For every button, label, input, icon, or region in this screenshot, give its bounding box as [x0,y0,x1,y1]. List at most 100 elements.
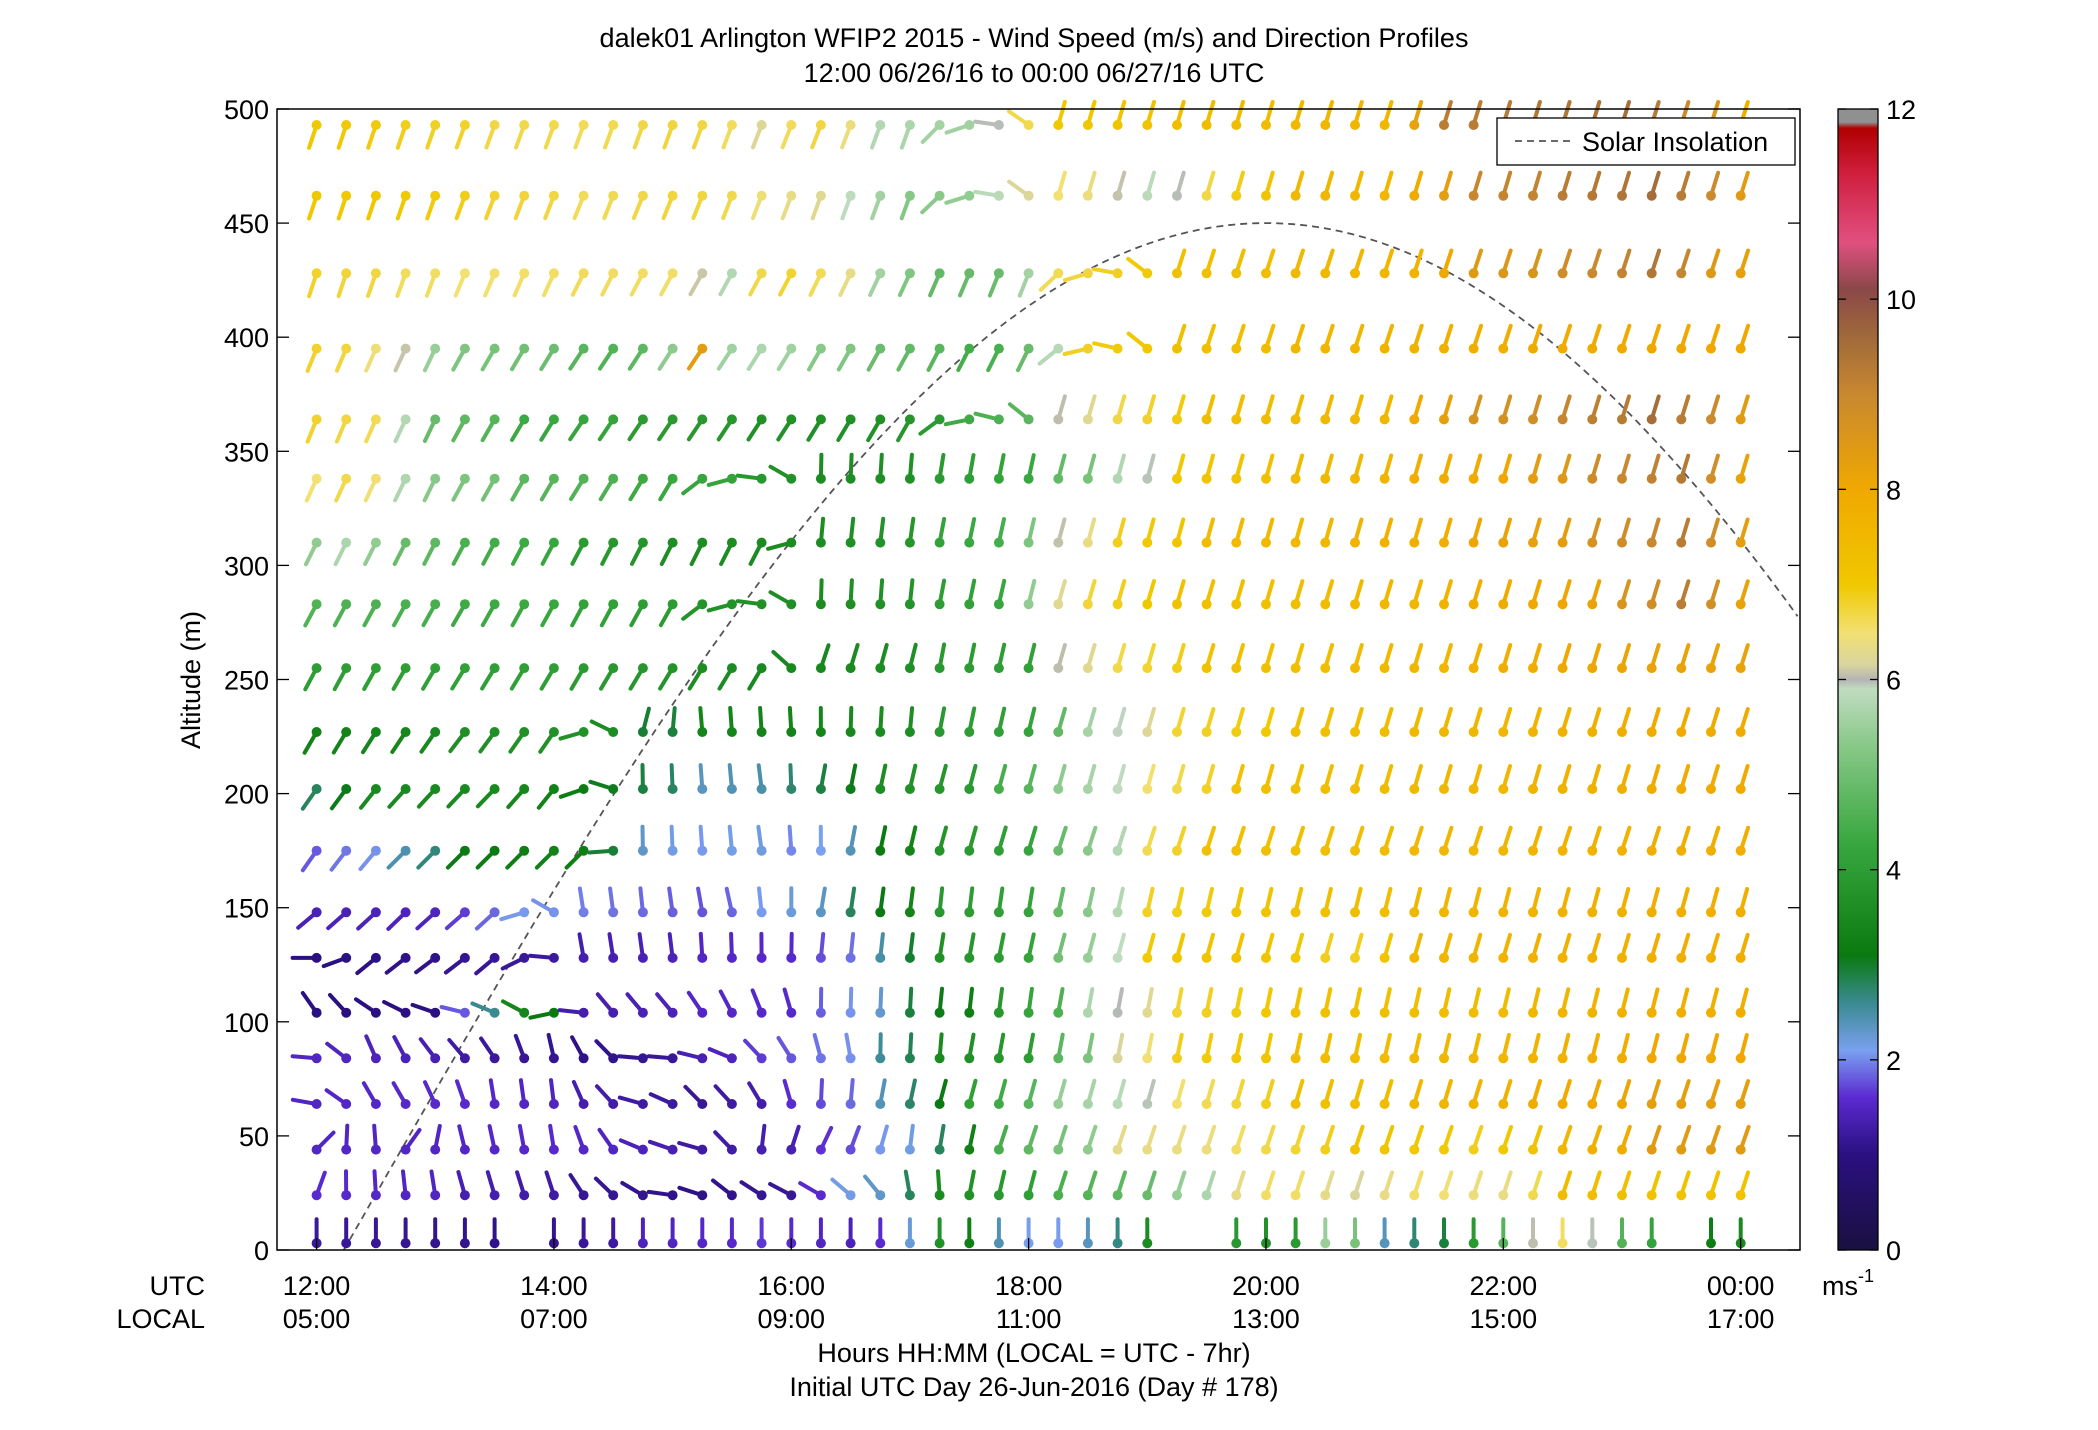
wind-barb-dot [757,1008,767,1018]
wind-barb-dot [1439,1145,1449,1155]
wind-barb-dot [1498,727,1508,737]
wind-barb-dot [1587,1008,1597,1018]
wind-barb-dot [1350,1053,1360,1063]
wind-barb-dot [727,120,737,130]
wind-barb-dot [964,344,974,354]
wind-barb-dot [401,474,411,484]
wind-barb-dot [1172,414,1182,424]
wind-barb-dot [1261,414,1271,424]
wind-barb-dot [816,414,826,424]
wind-barb-dot [1498,474,1508,484]
wind-barb-dot [1024,1099,1034,1109]
wind-barb-dot [1498,268,1508,278]
wind-barb-dot [1261,344,1271,354]
wind-barb-dot [757,268,767,278]
wind-barb-dot [1706,191,1716,201]
wind-barb-dot [608,1145,618,1155]
wind-barb-dot [401,727,411,737]
wind-barb-dot [1024,663,1034,673]
wind-barb-dot [608,268,618,278]
wind-barb-dot [430,538,440,548]
wind-barb-dot [371,953,381,963]
wind-barb-dot [519,907,529,917]
wind-barb-dot [1498,663,1508,673]
wind-barb-dot [1617,1238,1627,1248]
wind-barb-dot [608,120,618,130]
wind-barb-dot [1469,1008,1479,1018]
wind-barb-dot [786,1099,796,1109]
wind-barb-dot [1231,727,1241,737]
wind-barb-dot [935,907,945,917]
wind-barb-dot [1647,727,1657,737]
wind-barb-dot [816,268,826,278]
wind-barb-dot [460,907,470,917]
wind-barb-dot [757,846,767,856]
wind-barb-dot [1409,1190,1419,1200]
wind-barb-dot [1558,1053,1568,1063]
wind-barb-dot [757,907,767,917]
wind-barb-dot [668,268,678,278]
wind-barb-dot [460,538,470,548]
wind-barb-dot [371,191,381,201]
wind-barb-dot [1172,268,1182,278]
wind-barb-dot [1706,1008,1716,1018]
wind-barb-dot [1706,268,1716,278]
wind-barb-dot [1291,120,1301,130]
wind-barb-dot [1231,120,1241,130]
wind-barb-dot [549,344,559,354]
wind-barb-dot [1409,1008,1419,1018]
wind-barb-dot [1647,846,1657,856]
wind-barb-dot [1587,663,1597,673]
wind-barb-dot [1528,784,1538,794]
wind-barb-dot [460,1145,470,1155]
wind-barb-dot [341,907,351,917]
wind-barb-dot [1558,663,1568,673]
wind-barb-dot [1469,663,1479,673]
wind-barb-dot [1231,1053,1241,1063]
wind-barb-dot [460,191,470,201]
wind-barb-dot [727,344,737,354]
wind-barb-dot [727,599,737,609]
wind-barb-dot [1231,414,1241,424]
wind-barb-dot [401,538,411,548]
wind-barb-dot [1083,1053,1093,1063]
wind-barb-dot [697,191,707,201]
wind-barb-dot [1202,907,1212,917]
wind-barb-dot [668,344,678,354]
colorbar-tick-label: 2 [1886,1046,1901,1076]
wind-barb-dot [1706,1145,1716,1155]
wind-barb-dot [1261,1190,1271,1200]
wind-barb-dot [579,907,589,917]
wind-barb-dot [1706,1238,1716,1248]
wind-barb-dot [905,784,915,794]
y-tick-label: 350 [224,437,269,467]
wind-barb-dot [1320,599,1330,609]
wind-barb-dot [430,784,440,794]
wind-barb-dot [1024,191,1034,201]
wind-barb-dot [1617,474,1627,484]
wind-barb-dot [490,784,500,794]
wind-barb-dot [1202,727,1212,737]
wind-barb-dot [1439,1053,1449,1063]
wind-barb-dot [490,1190,500,1200]
x-tick-label-utc: 12:00 [283,1271,351,1301]
wind-barb-dot [1350,414,1360,424]
wind-barb-dot [1676,1008,1686,1018]
wind-barb-dot [1113,120,1123,130]
wind-barb-dot [1706,474,1716,484]
wind-barb-dot [1558,846,1568,856]
wind-barb-dot [638,727,648,737]
wind-barb-dot [1142,599,1152,609]
wind-barb-dot [1676,907,1686,917]
wind-barb-dot [1736,268,1746,278]
y-tick-label: 0 [254,1236,269,1266]
wind-barb-dot [1736,474,1746,484]
wind-barb-dot [549,599,559,609]
wind-barb-dot [1291,663,1301,673]
wind-barb-dot [371,120,381,130]
wind-barb-dot [371,1008,381,1018]
wind-barb-dot [1083,268,1093,278]
wind-barb-dot [964,474,974,484]
wind-barb-dot [875,784,885,794]
local-axis-title: LOCAL [116,1304,205,1334]
